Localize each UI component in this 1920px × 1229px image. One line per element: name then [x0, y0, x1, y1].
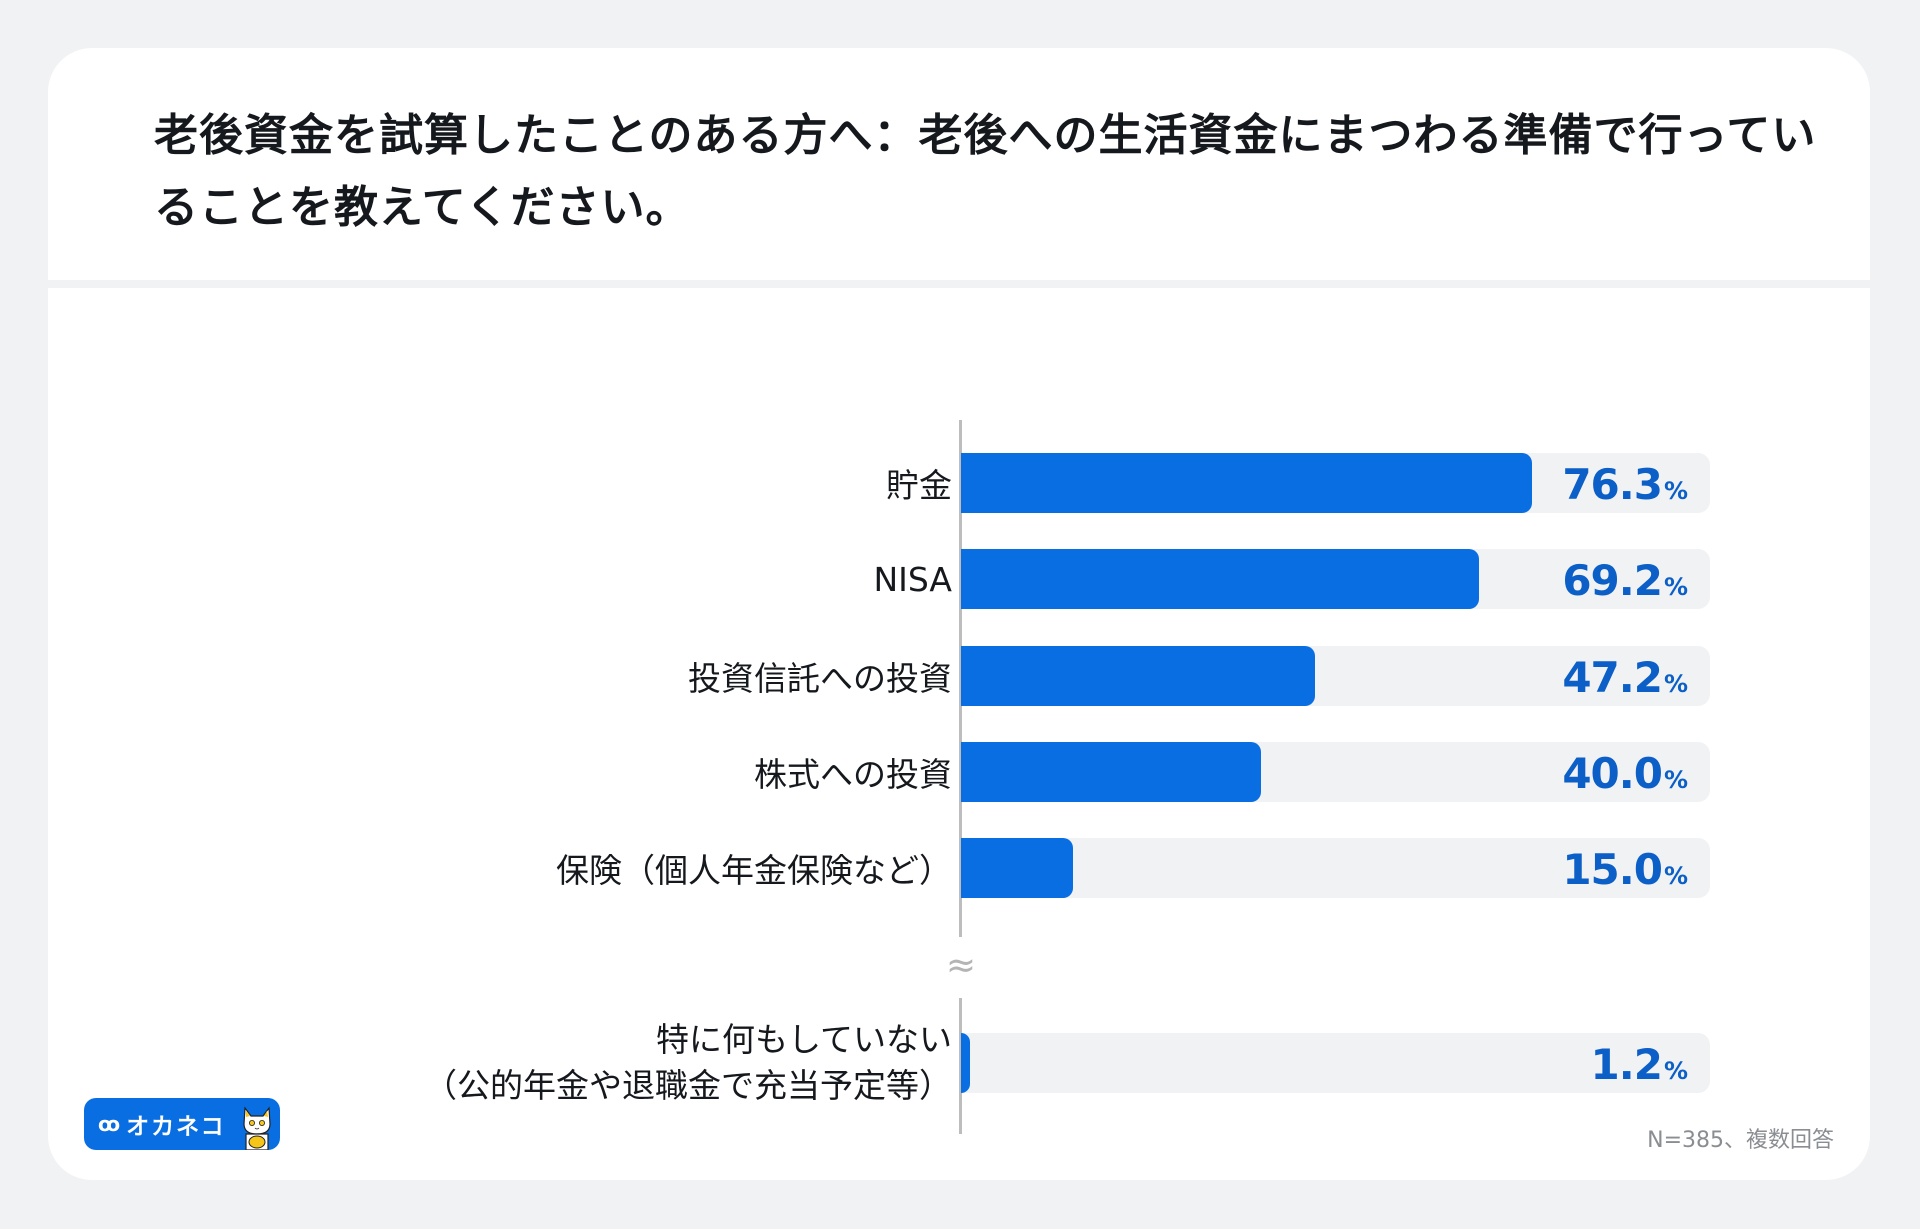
bar-label-line1: 特に何もしていない — [655, 1020, 952, 1059]
bar-track: 40.0% — [961, 742, 1710, 802]
header: 老後資金を試算したことのある方へ：老後への生活資金にまつわる準備で行っていること… — [48, 48, 1870, 280]
bar-label: NISA — [873, 559, 952, 599]
bar-label-line2: （公的年金や退職金で充当予定等） — [424, 1066, 952, 1105]
bar-label: 特に何もしていない （公的年金や退職金で充当予定等） — [424, 1008, 952, 1118]
logo-text: オカネコ — [126, 1114, 226, 1140]
chart-card: 老後資金を試算したことのある方へ：老後への生活資金にまつわる準備で行っていること… — [48, 48, 1870, 1180]
bar — [961, 1033, 970, 1093]
bar-row: 投資信託への投資 47.2% — [48, 646, 1870, 706]
bar-value: 47.2% — [1562, 653, 1688, 702]
bar-row: 特に何もしていない （公的年金や退職金で充当予定等） 1.2% — [48, 1020, 1870, 1105]
bar-track: 1.2% — [961, 1033, 1710, 1093]
bar-row: NISA 69.2% — [48, 549, 1870, 609]
bar-label: 投資信託への投資 — [688, 659, 952, 698]
bar-chart: ≈ 貯金 76.3% NISA 69.2% 投資信託への投資 47.2% 株式 — [48, 288, 1870, 1180]
header-divider — [48, 280, 1870, 288]
okaneko-logo: ꝏ オカネコ — [84, 1098, 280, 1150]
bar-track: 76.3% — [961, 453, 1710, 513]
glasses-icon: ꝏ — [98, 1112, 120, 1136]
bar-value: 15.0% — [1562, 845, 1688, 894]
bar — [961, 549, 1480, 609]
bar-value: 40.0% — [1562, 749, 1688, 798]
bar-value: 1.2% — [1590, 1040, 1688, 1089]
bar-row: 株式への投資 40.0% — [48, 742, 1870, 802]
cat-mascot-icon — [243, 1106, 271, 1150]
bar — [961, 646, 1315, 706]
bar-track: 47.2% — [961, 646, 1710, 706]
bar — [961, 838, 1074, 898]
bar — [961, 742, 1261, 802]
y-axis-line-lower — [959, 998, 962, 1134]
bar-label: 保険（個人年金保険など） — [556, 851, 952, 890]
bar-row: 貯金 76.3% — [48, 453, 1870, 513]
bar-label: 貯金 — [886, 466, 952, 505]
sample-note: N=385、複数回答 — [1647, 1128, 1834, 1153]
bar-label: 株式への投資 — [754, 755, 952, 794]
bar-track: 15.0% — [961, 838, 1710, 898]
bar-value: 69.2% — [1562, 556, 1688, 605]
bar-row: 保険（個人年金保険など） 15.0% — [48, 838, 1870, 898]
bar — [961, 453, 1533, 513]
bar-track: 69.2% — [961, 549, 1710, 609]
axis-break-icon: ≈ — [945, 945, 977, 986]
y-axis-line — [959, 420, 962, 937]
bar-value: 76.3% — [1562, 460, 1688, 509]
chart-title: 老後資金を試算したことのある方へ：老後への生活資金にまつわる準備で行っていること… — [154, 110, 1817, 233]
